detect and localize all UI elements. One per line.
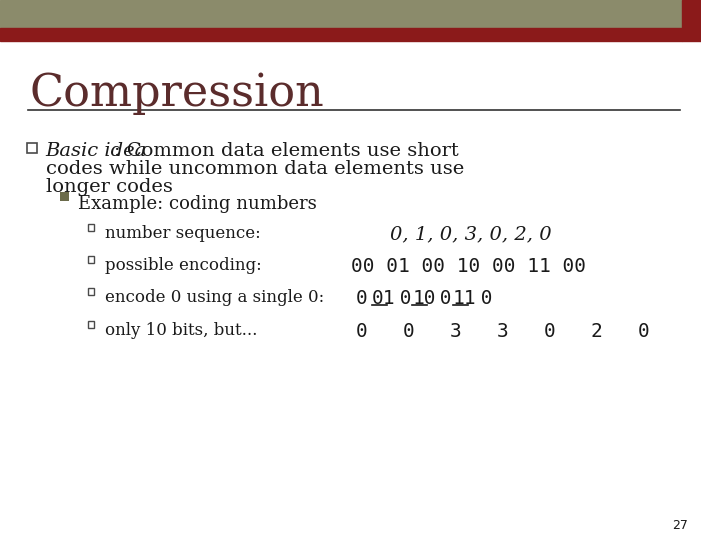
Text: 0: 0	[428, 289, 464, 308]
Text: 0: 0	[469, 289, 492, 308]
Text: longer codes: longer codes	[46, 178, 173, 196]
Text: possible encoding:: possible encoding:	[105, 257, 262, 274]
Bar	[682, 0, 703, 41]
Text: only 10 bits, but...: only 10 bits, but...	[105, 322, 258, 339]
Bar	[88, 224, 94, 231]
Text: Example: coding numbers: Example: coding numbers	[78, 195, 317, 213]
Text: Basic idea: Basic idea	[46, 142, 147, 160]
Text: 11: 11	[453, 289, 476, 308]
Text: 10: 10	[412, 289, 436, 308]
Bar	[0, 0, 682, 30]
Bar	[60, 192, 69, 201]
Text: 0: 0	[356, 289, 379, 308]
Text: encode 0 using a single 0:: encode 0 using a single 0:	[105, 289, 325, 306]
Text: : Common data elements use short: : Common data elements use short	[114, 142, 459, 160]
Bar	[88, 256, 94, 263]
Text: codes while uncommon data elements use: codes while uncommon data elements use	[46, 160, 464, 178]
Text: 27: 27	[672, 519, 688, 532]
Text: 0: 0	[388, 289, 423, 308]
Bar	[88, 321, 94, 328]
Text: 00 01 00 10 00 11 00: 00 01 00 10 00 11 00	[351, 257, 585, 276]
Text: 0, 1, 0, 3, 0, 2, 0: 0, 1, 0, 3, 0, 2, 0	[390, 225, 552, 243]
Text: 01: 01	[372, 289, 395, 308]
Bar	[88, 288, 94, 295]
Text: number sequence:: number sequence:	[105, 225, 261, 242]
Text: 0   0   3   3   0   2   0: 0 0 3 3 0 2 0	[356, 322, 649, 341]
Text: Compression: Compression	[30, 72, 324, 115]
Bar	[27, 143, 37, 153]
Bar	[0, 28, 682, 41]
